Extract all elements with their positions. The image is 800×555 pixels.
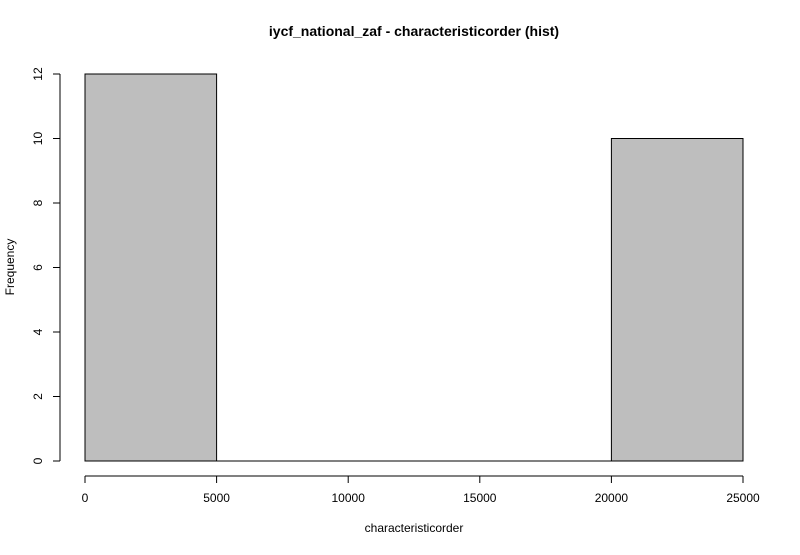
y-axis: 0 2 4 6 8 10 12	[31, 67, 61, 464]
x-tick-label-4: 20000	[595, 491, 629, 505]
y-tick-label-4: 8	[31, 199, 45, 206]
x-tick-label-5: 25000	[726, 491, 760, 505]
x-axis: 0 5000 10000 15000 20000 25000	[82, 475, 760, 505]
y-tick-label-0: 0	[31, 457, 45, 464]
bars-layer	[84, 73, 744, 462]
y-tick-label-5: 10	[31, 132, 45, 146]
x-tick-label-2: 10000	[332, 491, 366, 505]
x-axis-label: characteristicorder	[365, 521, 464, 535]
y-axis-label: Frequency	[3, 239, 17, 296]
histogram-bar-0	[84, 73, 218, 462]
y-tick-label-2: 4	[31, 328, 45, 335]
x-tick-label-1: 5000	[203, 491, 230, 505]
histogram-bar-4	[610, 138, 744, 462]
y-tick-label-1: 2	[31, 393, 45, 400]
x-tick-label-3: 15000	[463, 491, 497, 505]
y-tick-label-6: 12	[31, 67, 45, 81]
chart-title: iycf_national_zaf - characteristicorder …	[269, 23, 559, 39]
x-tick-label-0: 0	[82, 491, 89, 505]
y-tick-label-3: 6	[31, 264, 45, 271]
